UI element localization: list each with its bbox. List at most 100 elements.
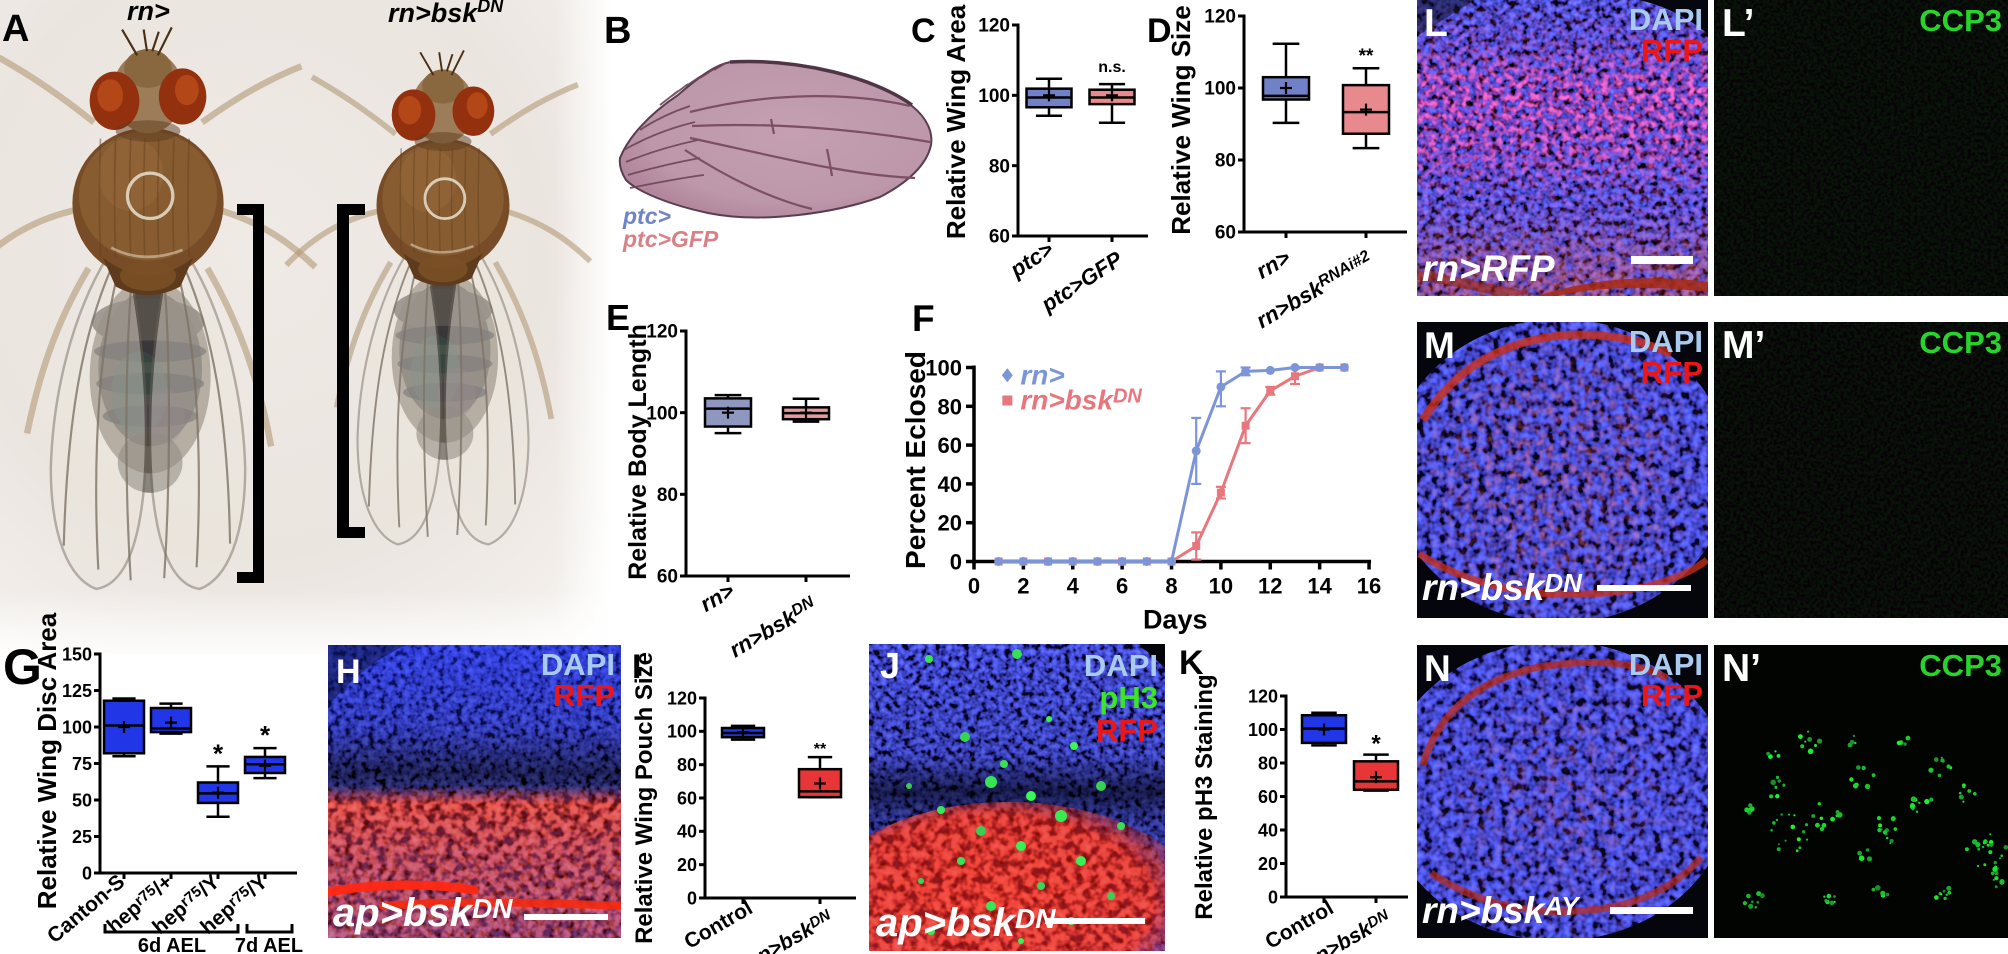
svg-text:**: **	[814, 741, 827, 758]
svg-text:100: 100	[1204, 79, 1236, 100]
svg-text:20: 20	[677, 855, 697, 875]
svg-text:120: 120	[1204, 7, 1236, 28]
svg-text:**: **	[1359, 46, 1374, 67]
svg-text:40: 40	[677, 822, 697, 842]
svg-text:60: 60	[677, 788, 697, 808]
svg-text:*: *	[213, 738, 224, 768]
svg-text:C: C	[911, 12, 936, 50]
svg-text:60: 60	[938, 433, 962, 458]
svg-text:6d AEL: 6d AEL	[138, 935, 206, 954]
svg-text:100: 100	[62, 717, 92, 737]
svg-text:L: L	[1424, 2, 1448, 45]
svg-text:n.s.: n.s.	[1098, 59, 1126, 76]
svg-text:Relative Wing Pouch Size: Relative Wing Pouch Size	[631, 652, 658, 944]
svg-text:RFP: RFP	[1641, 33, 1703, 68]
svg-text:rn>bskDN: rn>bskDN	[1020, 384, 1142, 415]
svg-text:8: 8	[1165, 574, 1177, 599]
svg-text:DAPI: DAPI	[541, 647, 615, 682]
svg-text:60: 60	[657, 567, 678, 588]
svg-text:40: 40	[938, 472, 962, 497]
svg-text:D: D	[1147, 12, 1172, 50]
svg-text:20: 20	[938, 511, 962, 536]
svg-text:100: 100	[925, 356, 962, 381]
svg-text:DAPI: DAPI	[1629, 324, 1703, 359]
svg-text:7d AEL: 7d AEL	[235, 935, 303, 954]
svg-text:60: 60	[989, 227, 1010, 248]
svg-text:rn>: rn>	[1020, 359, 1064, 390]
svg-text:I: I	[632, 648, 641, 686]
svg-text:60: 60	[1215, 223, 1236, 244]
svg-text:CCP3: CCP3	[1919, 648, 2002, 683]
svg-text:14: 14	[1307, 574, 1332, 599]
svg-text:4: 4	[1067, 574, 1080, 599]
svg-text:DAPI: DAPI	[1084, 648, 1158, 683]
svg-text:25: 25	[72, 827, 92, 847]
svg-text:Relative Wing Size: Relative Wing Size	[1166, 5, 1196, 235]
svg-text:Relative Wing Disc Area: Relative Wing Disc Area	[32, 612, 62, 909]
svg-text:J: J	[880, 645, 900, 686]
svg-text:0: 0	[968, 574, 980, 599]
svg-text:H: H	[336, 653, 361, 691]
svg-text:12: 12	[1258, 574, 1282, 599]
svg-text:100: 100	[1248, 720, 1278, 740]
svg-text:80: 80	[657, 485, 678, 506]
svg-text:rn>: rn>	[696, 578, 739, 617]
svg-text:E: E	[606, 297, 630, 338]
svg-text:100: 100	[646, 403, 678, 424]
svg-text:rn>: rn>	[1252, 245, 1295, 284]
svg-text:120: 120	[1248, 686, 1278, 706]
svg-text:2: 2	[1017, 574, 1029, 599]
svg-text:6: 6	[1116, 574, 1128, 599]
svg-text:120: 120	[646, 322, 678, 343]
svg-text:ptc>: ptc>	[1005, 236, 1058, 283]
svg-text:0: 0	[950, 550, 962, 575]
svg-text:80: 80	[989, 156, 1010, 177]
svg-text:CCP3: CCP3	[1919, 3, 2002, 38]
svg-text:G: G	[3, 639, 42, 695]
svg-text:Relative Wing Area: Relative Wing Area	[941, 4, 971, 239]
svg-text:75: 75	[72, 754, 92, 774]
svg-text:M: M	[1424, 325, 1455, 366]
svg-text:CCP3: CCP3	[1919, 325, 2002, 360]
svg-text:Relative pH3 Staining: Relative pH3 Staining	[1191, 674, 1218, 919]
svg-text:50: 50	[72, 790, 92, 810]
svg-text:16: 16	[1357, 574, 1381, 599]
svg-text:120: 120	[667, 688, 697, 708]
svg-text:pH3: pH3	[1099, 680, 1158, 715]
svg-text:0: 0	[687, 888, 697, 908]
svg-text:N’: N’	[1722, 647, 1761, 690]
svg-text:150: 150	[62, 644, 92, 664]
svg-text:rn>RFP: rn>RFP	[1422, 248, 1555, 289]
svg-text:100: 100	[667, 722, 697, 742]
svg-text:N: N	[1424, 648, 1451, 689]
svg-text:*: *	[1371, 731, 1381, 758]
svg-text:10: 10	[1209, 574, 1233, 599]
svg-text:ap>bskDN: ap>bskDN	[743, 906, 838, 954]
svg-text:F: F	[912, 298, 935, 339]
svg-text:RFP: RFP	[553, 678, 615, 713]
svg-text:80: 80	[1215, 151, 1236, 172]
svg-text:*: *	[260, 720, 271, 750]
svg-text:100: 100	[978, 86, 1010, 107]
svg-text:Percent Eclosed: Percent Eclosed	[900, 351, 931, 569]
svg-text:0: 0	[1268, 887, 1278, 907]
svg-text:Relative Body Length: Relative Body Length	[624, 324, 652, 580]
svg-text:RFP: RFP	[1641, 355, 1703, 390]
svg-text:Days: Days	[1143, 605, 1208, 635]
svg-text:80: 80	[677, 755, 697, 775]
svg-text:120: 120	[978, 16, 1010, 37]
svg-text:80: 80	[1258, 753, 1278, 773]
svg-text:0: 0	[82, 863, 92, 883]
svg-text:K: K	[1179, 644, 1204, 682]
svg-text:DAPI: DAPI	[1629, 647, 1703, 682]
svg-text:20: 20	[1258, 854, 1278, 874]
svg-text:80: 80	[938, 394, 962, 419]
svg-text:125: 125	[62, 681, 92, 701]
svg-text:RFP: RFP	[1096, 713, 1158, 748]
svg-text:L’: L’	[1722, 2, 1755, 45]
svg-text:40: 40	[1258, 820, 1278, 840]
svg-text:DAPI: DAPI	[1629, 2, 1703, 37]
svg-text:RFP: RFP	[1641, 678, 1703, 713]
svg-text:M’: M’	[1722, 324, 1765, 367]
svg-text:60: 60	[1258, 787, 1278, 807]
